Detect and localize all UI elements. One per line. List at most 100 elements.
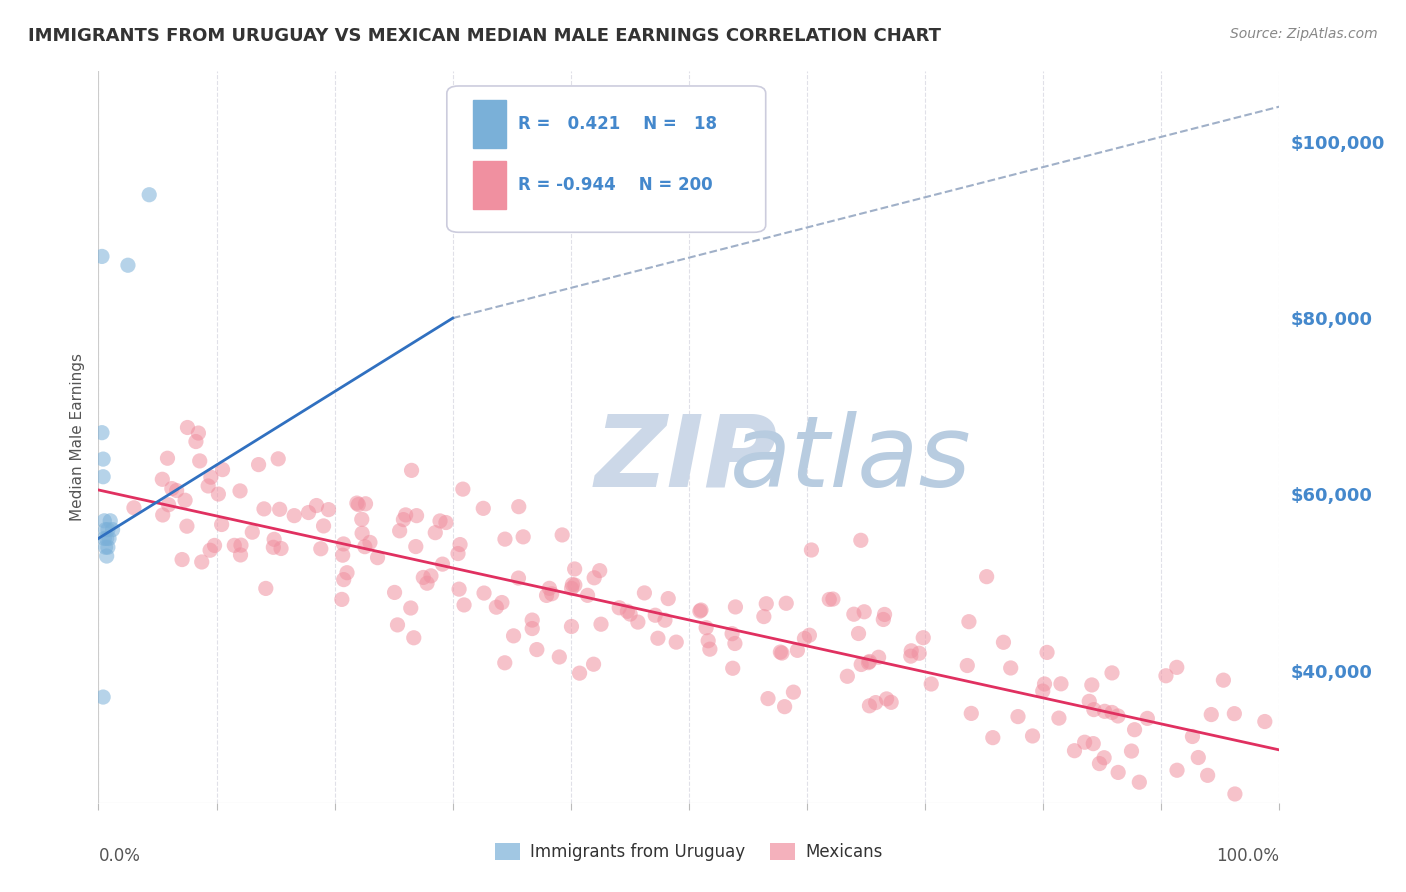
Point (229, 538, 252, 552)
Point (773, 699, 796, 714)
Point (188, 454, 211, 468)
Point (1136, 711, 1159, 725)
Point (619, 607, 641, 621)
Point (695, 621, 717, 635)
Point (1166, 764, 1188, 778)
Point (536, 589, 558, 603)
Point (644, 608, 666, 623)
Point (318, 502, 340, 516)
Point (775, 596, 797, 610)
Point (263, 533, 285, 547)
Point (91, 469, 114, 483)
Point (1223, 787, 1246, 801)
Point (152, 508, 174, 522)
Point (1033, 677, 1056, 691)
Point (98, 532, 121, 546)
Point (1000, 661, 1022, 675)
Point (976, 569, 998, 583)
Point (551, 528, 574, 542)
Point (752, 609, 775, 624)
Point (157, 498, 180, 512)
Point (429, 514, 451, 528)
Point (1107, 709, 1129, 723)
Point (616, 604, 638, 618)
Point (627, 615, 650, 629)
Point (150, 472, 173, 486)
Point (981, 731, 1004, 745)
Point (1092, 750, 1115, 764)
Point (560, 619, 582, 633)
Point (1166, 660, 1188, 674)
Point (91, 690, 114, 704)
Point (336, 566, 359, 580)
Point (312, 519, 335, 533)
Point (849, 533, 872, 548)
Point (449, 538, 471, 552)
Point (589, 564, 612, 578)
Point (1081, 678, 1104, 692)
Point (204, 538, 226, 552)
Point (93, 514, 115, 528)
Point (1050, 677, 1073, 691)
Point (858, 656, 880, 670)
Point (200, 470, 222, 484)
Point (97, 523, 120, 537)
Point (91, 452, 114, 467)
Point (800, 543, 823, 558)
Point (229, 548, 252, 562)
Point (1212, 673, 1234, 688)
Point (654, 613, 676, 627)
Point (1181, 730, 1204, 744)
Point (782, 685, 804, 699)
Point (96, 532, 118, 546)
Point (1007, 709, 1029, 723)
Point (657, 591, 679, 606)
Point (721, 626, 744, 640)
Point (332, 537, 354, 551)
Point (330, 592, 353, 607)
Point (1078, 694, 1101, 708)
Point (1088, 756, 1111, 771)
Point (1101, 665, 1123, 680)
Point (908, 646, 931, 660)
Point (755, 597, 778, 611)
Point (865, 696, 887, 710)
Point (449, 582, 471, 596)
Point (93, 532, 115, 546)
Point (190, 555, 212, 569)
Point (352, 526, 374, 541)
Point (305, 499, 328, 513)
FancyBboxPatch shape (447, 86, 766, 232)
Point (198, 543, 221, 558)
Point (101, 523, 124, 537)
Point (388, 524, 411, 538)
Point (98, 514, 121, 528)
Text: R =   0.421    N =   18: R = 0.421 N = 18 (517, 115, 717, 133)
Point (96, 549, 118, 563)
Point (582, 657, 605, 672)
Point (647, 632, 669, 646)
Point (472, 501, 495, 516)
Point (347, 498, 370, 512)
Point (229, 483, 252, 498)
Point (880, 695, 903, 709)
Point (309, 541, 332, 556)
Legend: Immigrants from Uruguay, Mexicans: Immigrants from Uruguay, Mexicans (488, 836, 890, 868)
Point (1187, 750, 1209, 764)
Point (269, 502, 291, 516)
Point (848, 626, 870, 640)
Point (853, 605, 876, 619)
Point (395, 508, 418, 522)
Point (399, 601, 422, 615)
Point (434, 516, 457, 530)
Point (1107, 765, 1129, 780)
Point (367, 550, 389, 565)
Point (207, 487, 229, 501)
Y-axis label: Median Male Earnings: Median Male Earnings (69, 353, 84, 521)
Point (432, 557, 454, 571)
Point (176, 519, 198, 533)
Point (851, 657, 873, 672)
Point (607, 600, 630, 615)
Point (94, 523, 117, 537)
Point (354, 497, 377, 511)
